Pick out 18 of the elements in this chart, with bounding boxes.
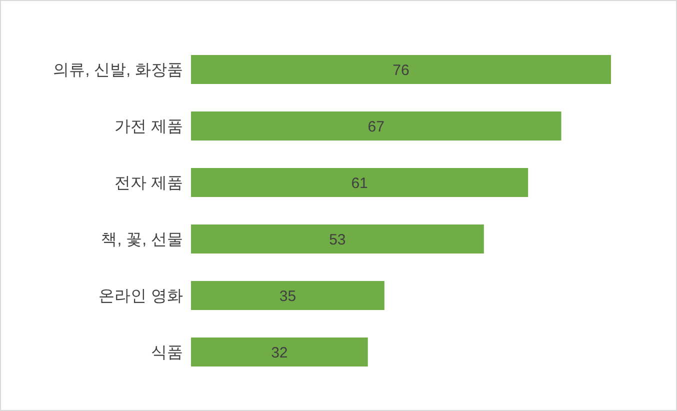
data-label: 32 xyxy=(271,344,288,362)
y-tick-label: 식품 xyxy=(151,344,183,362)
y-tick-label: 전자 제품 xyxy=(114,174,183,192)
data-label: 53 xyxy=(329,231,346,248)
data-label: 76 xyxy=(392,62,410,79)
bar xyxy=(191,224,484,254)
y-tick-label: 책, 꽃, 선물 xyxy=(101,231,183,248)
bar xyxy=(191,168,528,197)
data-label: 67 xyxy=(368,118,384,136)
y-tick-label: 의류, 신발, 화장품 xyxy=(53,62,183,79)
data-label: 61 xyxy=(351,174,368,192)
y-tick-label: 온라인 영화 xyxy=(98,288,183,305)
bar xyxy=(191,281,384,310)
y-tick-label: 가전 제품 xyxy=(114,118,183,136)
bar xyxy=(191,55,611,84)
data-label: 35 xyxy=(279,288,296,305)
bar xyxy=(191,112,562,140)
bar xyxy=(191,338,368,366)
